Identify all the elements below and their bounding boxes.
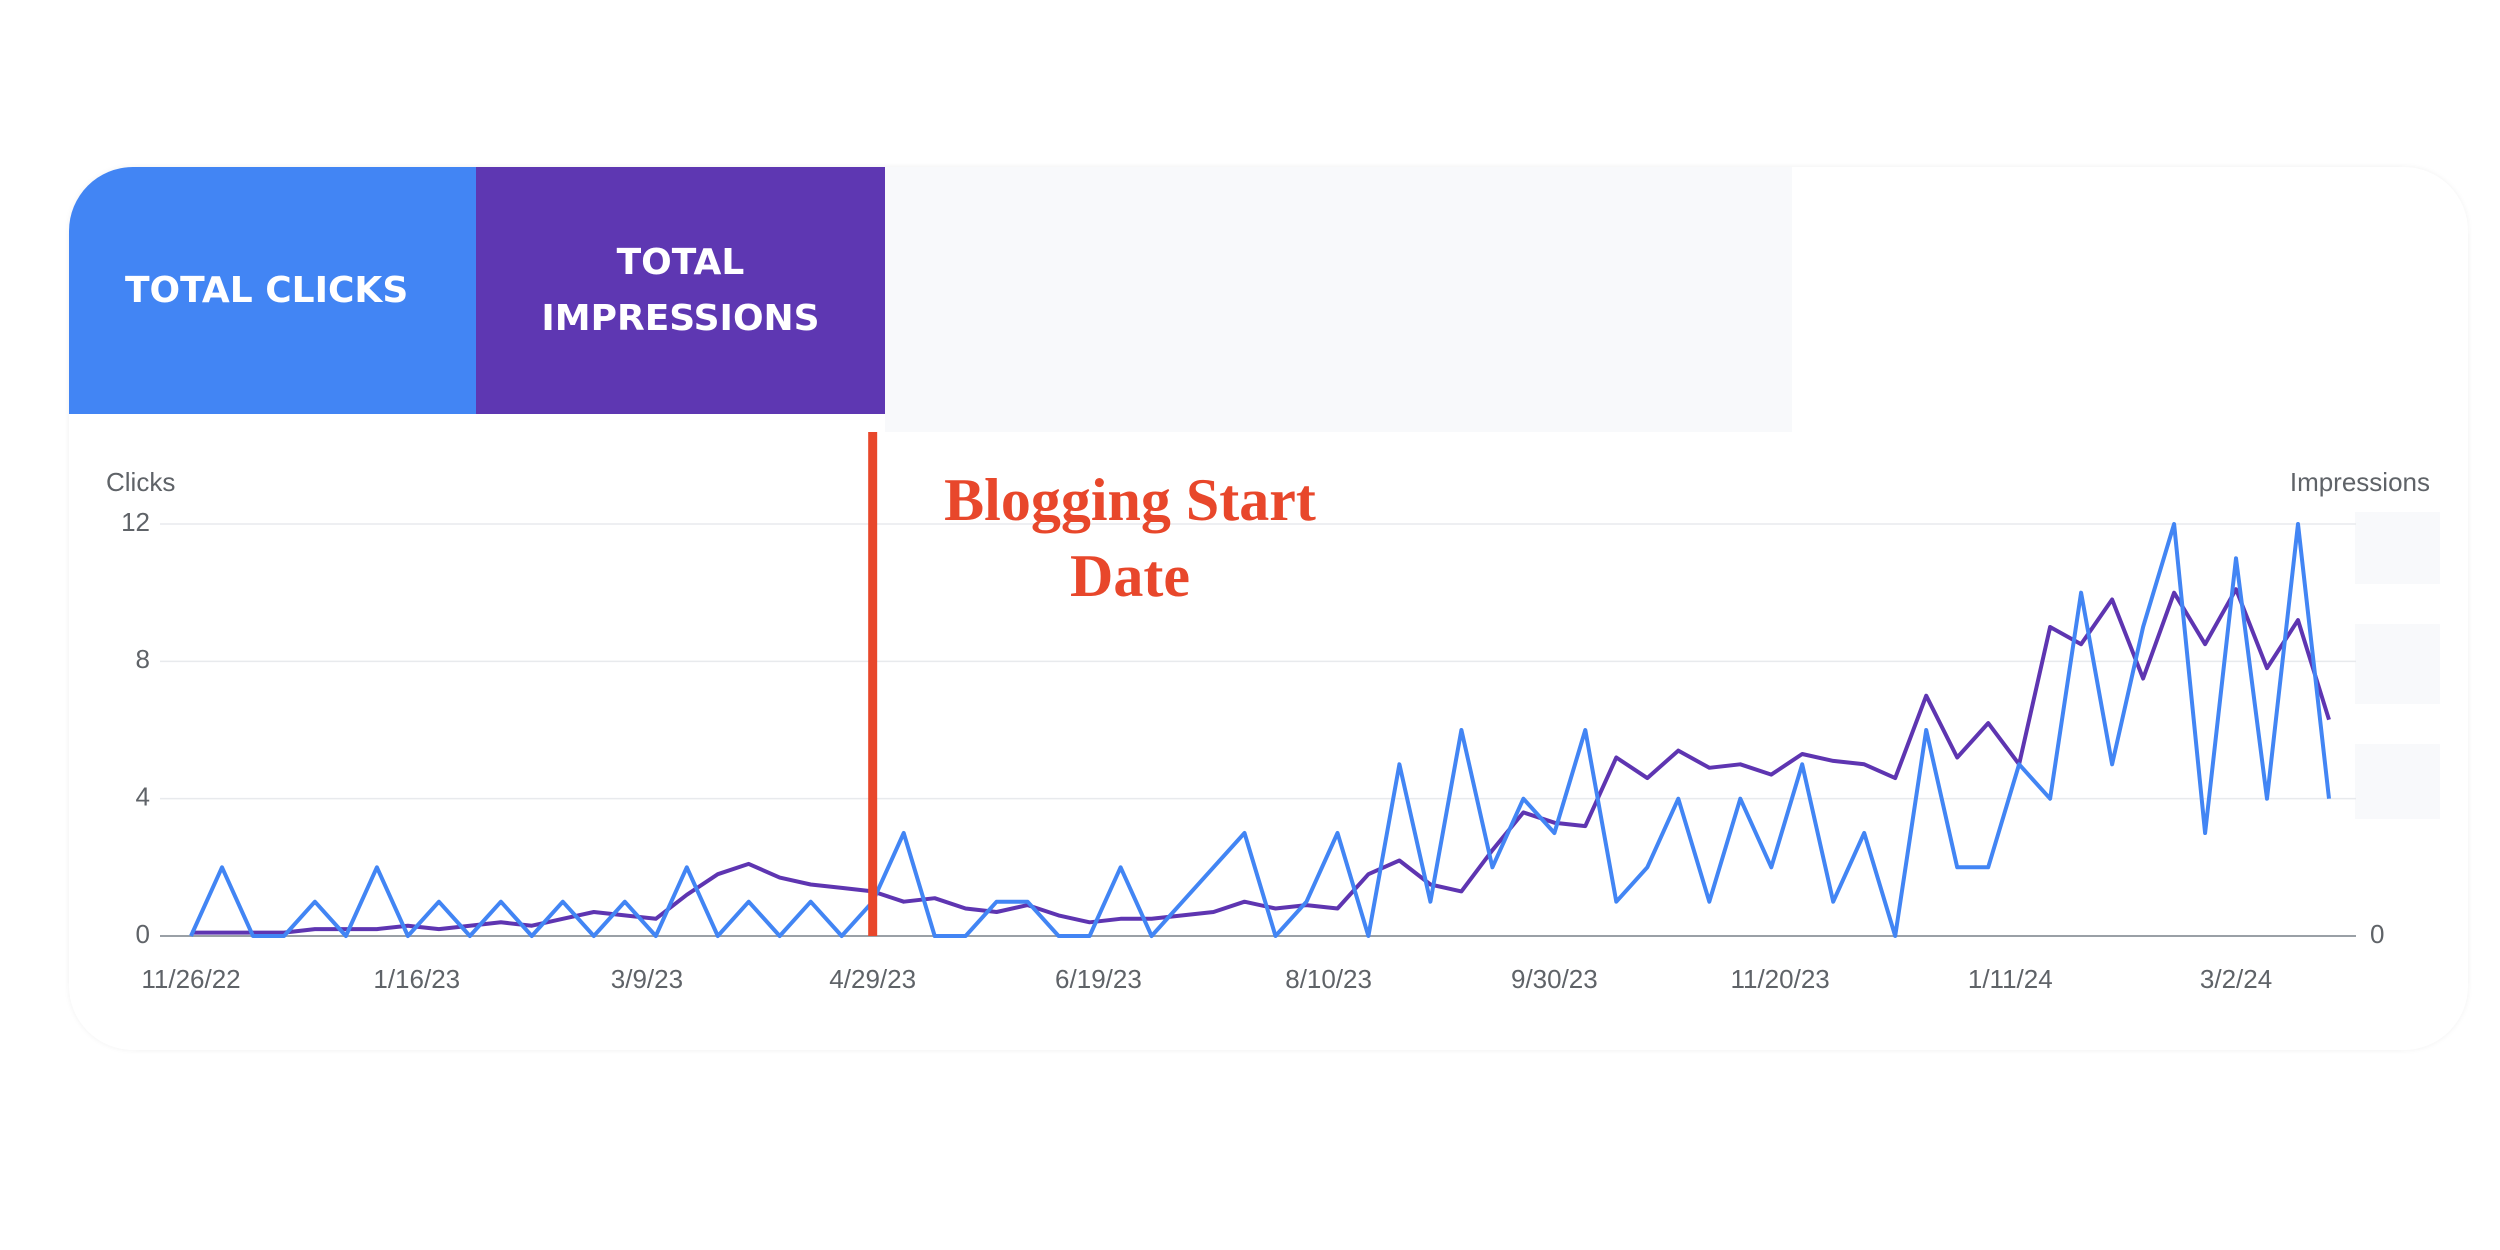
x-tick-label: 4/29/23 (829, 964, 916, 994)
hidden-label (2355, 744, 2440, 819)
y2-tick-label: 0 (2370, 919, 2384, 949)
y2-axis-label: Impressions (2290, 467, 2430, 497)
y-tick-label: 0 (136, 919, 150, 949)
x-tick-label: 1/11/24 (1968, 964, 2053, 994)
metric-tab[interactable]: TOTAL IMPRESSIONS (476, 167, 885, 414)
x-tick-label: 6/19/23 (1055, 964, 1142, 994)
hidden-label (2355, 624, 2440, 704)
x-tick-label: 11/26/22 (141, 964, 240, 994)
series-line (189, 522, 2331, 938)
y-tick-label: 8 (136, 644, 150, 674)
hidden-label (2355, 512, 2440, 584)
x-tick-label: 1/16/23 (373, 964, 460, 994)
series-line (191, 587, 2331, 935)
y-tick-label: 12 (121, 507, 150, 537)
x-tick-label: 3/2/24 (2200, 964, 2272, 994)
y-tick-label: 4 (136, 782, 150, 812)
tab-strip (885, 167, 1792, 432)
tab-label: TOTAL IMPRESSIONS (541, 241, 820, 339)
x-tick-label: 11/20/23 (1730, 964, 1829, 994)
tab-label: TOTAL CLICKS (125, 270, 409, 311)
annotation-text: Blogging Start Date (944, 467, 1316, 609)
x-tick-label: 8/10/23 (1285, 964, 1372, 994)
x-tick-label: 9/30/23 (1511, 964, 1598, 994)
metric-tab[interactable]: TOTAL CLICKS (69, 167, 476, 414)
y-axis-label: Clicks (106, 467, 175, 497)
x-tick-label: 3/9/23 (611, 964, 683, 994)
